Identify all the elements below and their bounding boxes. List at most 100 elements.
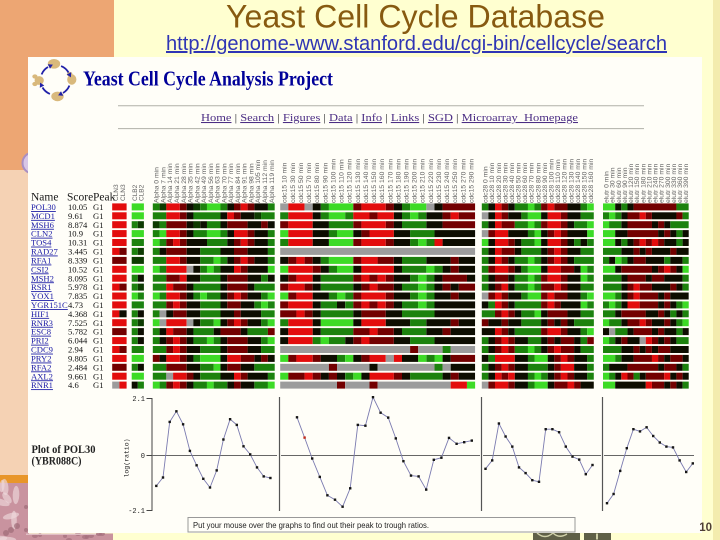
svg-text:RNR1: RNR1 <box>31 380 53 390</box>
svg-text:CLN2: CLN2 <box>31 229 52 239</box>
svg-text:10.31: 10.31 <box>68 238 87 248</box>
svg-text:elutr 330 min: elutr 330 min <box>671 163 678 203</box>
svg-text:elutr 240 min: elutr 240 min <box>653 163 660 203</box>
svg-text:cdc15 120 min: cdc15 120 min <box>347 159 354 203</box>
svg-text:Alpha 112 min: Alpha 112 min <box>262 160 269 203</box>
svg-text:cdc15 30 min: cdc15 30 min <box>290 162 297 203</box>
svg-text:cdc28 90 min: cdc28 90 min <box>542 162 549 203</box>
svg-text:cdc15 70 min: cdc15 70 min <box>306 162 313 203</box>
svg-text:CLB2: CLB2 <box>132 184 139 201</box>
svg-text:cdc15 250 min: cdc15 250 min <box>452 159 459 203</box>
svg-text:G1: G1 <box>93 371 104 381</box>
svg-text:8.095: 8.095 <box>68 273 87 283</box>
svg-text:elutr 90 min: elutr 90 min <box>622 167 629 203</box>
svg-text:CLB2: CLB2 <box>138 184 145 201</box>
svg-text:Alpha 21 min: Alpha 21 min <box>174 163 181 203</box>
svg-text:-2.1: -2.1 <box>128 508 145 516</box>
svg-text:Alpha 14 min: Alpha 14 min <box>167 163 174 203</box>
svg-text:G1: G1 <box>93 247 104 257</box>
svg-text:G1: G1 <box>93 220 104 230</box>
svg-text:Alpha 91 min: Alpha 91 min <box>242 163 249 203</box>
svg-text:5.782: 5.782 <box>68 327 87 337</box>
svg-text:Alpha 84 min: Alpha 84 min <box>235 163 242 203</box>
svg-text:10.05: 10.05 <box>68 202 87 212</box>
svg-text:4.6: 4.6 <box>68 380 79 390</box>
svg-text:8.874: 8.874 <box>68 220 88 230</box>
svg-text:PRY2: PRY2 <box>31 354 52 364</box>
svg-text:RNR3: RNR3 <box>31 318 53 328</box>
svg-text:elutr 0 min: elutr 0 min <box>604 171 611 203</box>
svg-text:5.978: 5.978 <box>68 282 87 292</box>
svg-text:4.368: 4.368 <box>68 309 87 319</box>
svg-text:cdc15 200 min: cdc15 200 min <box>412 159 419 203</box>
svg-text:log(ratio): log(ratio) <box>124 438 131 477</box>
svg-text:Alpha 7 min: Alpha 7 min <box>161 167 168 203</box>
svg-text:8.339: 8.339 <box>68 256 87 266</box>
svg-text:Alpha 98 min: Alpha 98 min <box>249 163 256 203</box>
svg-text:Alpha 63 min: Alpha 63 min <box>215 163 222 203</box>
svg-text:9.61: 9.61 <box>68 211 83 221</box>
svg-text:YOX1: YOX1 <box>31 291 54 301</box>
svg-text:10: 10 <box>699 522 712 534</box>
svg-text:G1: G1 <box>93 256 104 266</box>
svg-text:Alpha 42 min: Alpha 42 min <box>194 163 201 203</box>
svg-text:Yeast Cell Cycle Analysis Proj: Yeast Cell Cycle Analysis Project <box>83 67 334 91</box>
svg-text:cdc28 120 min: cdc28 120 min <box>562 159 569 203</box>
svg-text:G1: G1 <box>93 229 104 239</box>
svg-text:cdc28 160 min: cdc28 160 min <box>588 159 595 203</box>
svg-text:POL30: POL30 <box>31 202 56 212</box>
svg-text:cdc28 30 min: cdc28 30 min <box>502 162 509 203</box>
svg-text:cdc15 10 min: cdc15 10 min <box>282 162 289 203</box>
svg-text:2.94: 2.94 <box>68 345 84 355</box>
svg-text:elutr 150 min: elutr 150 min <box>634 163 641 203</box>
svg-text:G1: G1 <box>93 264 104 274</box>
svg-text:Alpha 70 min: Alpha 70 min <box>221 163 228 203</box>
svg-text:RAD27: RAD27 <box>31 247 58 257</box>
svg-text:Alpha 119 min: Alpha 119 min <box>269 160 276 203</box>
svg-text:cdc15 160 min: cdc15 160 min <box>379 159 386 203</box>
svg-text:elutr 60 min: elutr 60 min <box>616 167 623 203</box>
svg-text:Name: Name <box>31 192 58 204</box>
svg-text:Alpha 56 min: Alpha 56 min <box>208 163 215 203</box>
svg-text:cdc15 100 min: cdc15 100 min <box>330 159 337 203</box>
svg-text:3.445: 3.445 <box>68 247 87 257</box>
svg-text:RFA1: RFA1 <box>31 256 51 266</box>
svg-text:cdc15 130 min: cdc15 130 min <box>355 159 362 203</box>
svg-text:cdc15 110 min: cdc15 110 min <box>339 159 346 203</box>
svg-text:cdc28 0 min: cdc28 0 min <box>483 166 490 203</box>
svg-text:elutr 360 min: elutr 360 min <box>677 163 684 203</box>
svg-text:cdc15 240 min: cdc15 240 min <box>444 159 451 203</box>
svg-text:Home | Search | Figures | Data: Home | Search | Figures | Data | Info | … <box>201 113 578 124</box>
svg-text:Plot of POL30: Plot of POL30 <box>32 444 96 456</box>
svg-text:cdc28 140 min: cdc28 140 min <box>575 159 582 203</box>
svg-text:cdc28 70 min: cdc28 70 min <box>529 162 536 203</box>
svg-text:cdc28 110 min: cdc28 110 min <box>555 159 562 203</box>
svg-text:G1: G1 <box>93 318 104 328</box>
svg-text:Alpha 28 min: Alpha 28 min <box>181 163 188 203</box>
svg-text:PRI2: PRI2 <box>31 336 49 346</box>
svg-text:MSH2: MSH2 <box>31 273 54 283</box>
svg-text:cdc28 130 min: cdc28 130 min <box>568 159 575 203</box>
svg-text:cdc28 60 min: cdc28 60 min <box>522 162 529 203</box>
svg-text:CDC9: CDC9 <box>31 345 53 355</box>
svg-text:CLN3: CLN3 <box>120 184 127 201</box>
svg-text:9.661: 9.661 <box>68 371 87 381</box>
svg-text:7.525: 7.525 <box>68 318 87 328</box>
svg-text:cdc28 80 min: cdc28 80 min <box>535 162 542 203</box>
svg-text:Alpha 35 min: Alpha 35 min <box>188 163 195 203</box>
svg-text:G1: G1 <box>93 327 104 337</box>
svg-text:cdc15 180 min: cdc15 180 min <box>395 159 402 203</box>
svg-text:Score: Score <box>67 192 93 204</box>
svg-text:elutr 390 min: elutr 390 min <box>683 163 690 203</box>
svg-text:cdc15 170 min: cdc15 170 min <box>387 159 394 203</box>
svg-text:9.805: 9.805 <box>68 354 87 364</box>
svg-text:ESC8: ESC8 <box>31 327 51 337</box>
svg-text:cdc15 230 min: cdc15 230 min <box>436 159 443 203</box>
svg-text:http://genome-www.stanford.edu: http://genome-www.stanford.edu/cgi-bin/c… <box>166 33 667 55</box>
svg-text:cdc15 50 min: cdc15 50 min <box>298 162 305 203</box>
svg-text:6.044: 6.044 <box>68 336 88 346</box>
svg-text:elutr 30 min: elutr 30 min <box>610 167 617 203</box>
svg-text:2.484: 2.484 <box>68 362 88 372</box>
svg-text:HIF1: HIF1 <box>31 309 49 319</box>
svg-text:cdc15 220 min: cdc15 220 min <box>428 159 435 203</box>
